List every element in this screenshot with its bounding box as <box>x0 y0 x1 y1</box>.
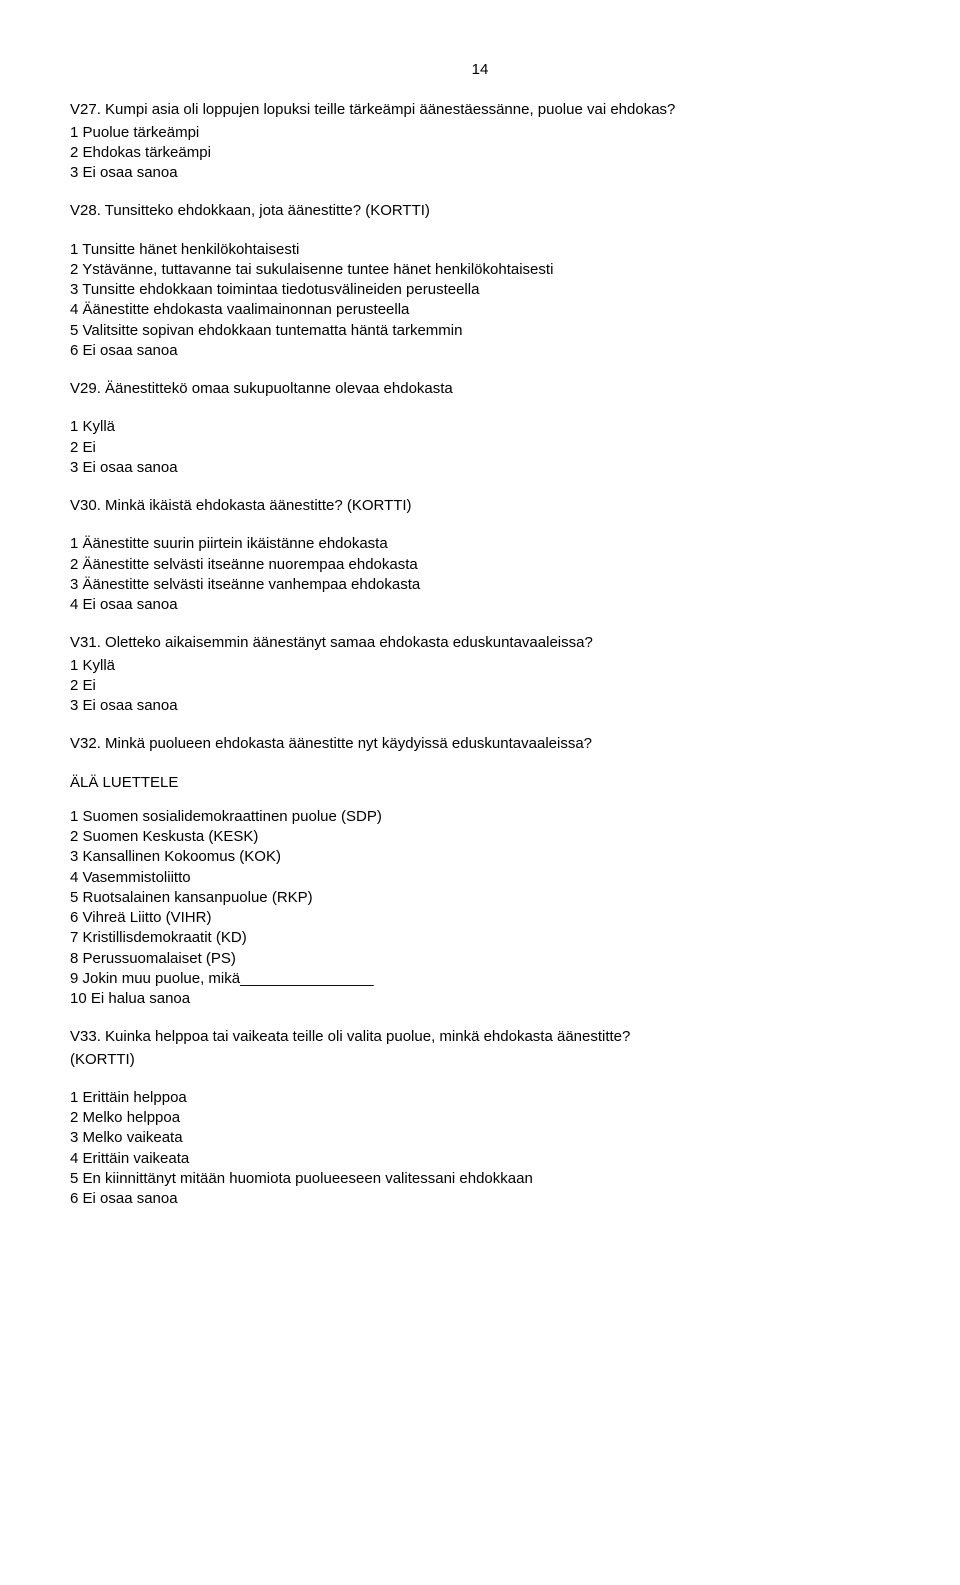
option: 2 Suomen Keskusta (KESK) <box>70 827 890 847</box>
option: 2 Melko helppoa <box>70 1108 890 1128</box>
option: 2 Ehdokas tärkeämpi <box>70 143 890 163</box>
question-v32: V32. Minkä puolueen ehdokasta äänestitte… <box>70 734 890 754</box>
option: 4 Vasemmistoliitto <box>70 868 890 888</box>
option: 3 Äänestitte selvästi itseänne vanhempaa… <box>70 575 890 595</box>
note-v32: ÄLÄ LUETTELE <box>70 773 890 793</box>
option: 1 Tunsitte hänet henkilökohtaisesti <box>70 240 890 260</box>
option: 2 Äänestitte selvästi itseänne nuorempaa… <box>70 555 890 575</box>
option: 5 Valitsitte sopivan ehdokkaan tuntematt… <box>70 321 890 341</box>
question-text: V31. Oletteko aikaisemmin äänestänyt sam… <box>70 633 890 653</box>
option: 4 Äänestitte ehdokasta vaalimainonnan pe… <box>70 300 890 320</box>
option: 2 Ei <box>70 438 890 458</box>
option: 3 Ei osaa sanoa <box>70 458 890 478</box>
question-v30: V30. Minkä ikäistä ehdokasta äänestitte?… <box>70 496 890 516</box>
option: 1 Suomen sosialidemokraattinen puolue (S… <box>70 807 890 827</box>
option: 3 Melko vaikeata <box>70 1128 890 1148</box>
option: 6 Ei osaa sanoa <box>70 341 890 361</box>
question-text: V32. Minkä puolueen ehdokasta äänestitte… <box>70 734 890 754</box>
options-v32: 1 Suomen sosialidemokraattinen puolue (S… <box>70 807 890 1010</box>
options-v30: 1 Äänestitte suurin piirtein ikäistänne … <box>70 534 890 615</box>
options-v33: 1 Erittäin helppoa 2 Melko helppoa 3 Mel… <box>70 1088 890 1210</box>
option: 3 Kansallinen Kokoomus (KOK) <box>70 847 890 867</box>
question-v29: V29. Äänestittekö omaa sukupuoltanne ole… <box>70 379 890 399</box>
option: 3 Ei osaa sanoa <box>70 696 890 716</box>
option: 4 Erittäin vaikeata <box>70 1149 890 1169</box>
option: 3 Tunsitte ehdokkaan toimintaa tiedotusv… <box>70 280 890 300</box>
question-text: V27. Kumpi asia oli loppujen lopuksi tei… <box>70 100 890 120</box>
option: 5 En kiinnittänyt mitään huomiota puolue… <box>70 1169 890 1189</box>
option: 2 Ystävänne, tuttavanne tai sukulaisenne… <box>70 260 890 280</box>
question-text-line1: V33. Kuinka helppoa tai vaikeata teille … <box>70 1027 890 1047</box>
question-text-line2: (KORTTI) <box>70 1050 890 1070</box>
option: 1 Äänestitte suurin piirtein ikäistänne … <box>70 534 890 554</box>
option: 1 Kyllä <box>70 417 890 437</box>
option: 1 Puolue tärkeämpi <box>70 123 890 143</box>
options-v28: 1 Tunsitte hänet henkilökohtaisesti 2 Ys… <box>70 240 890 362</box>
question-text: V30. Minkä ikäistä ehdokasta äänestitte?… <box>70 496 890 516</box>
option: 1 Kyllä <box>70 656 890 676</box>
option: 1 Erittäin helppoa <box>70 1088 890 1108</box>
question-v28: V28. Tunsitteko ehdokkaan, jota äänestit… <box>70 201 890 221</box>
page-number: 14 <box>70 60 890 80</box>
option: 5 Ruotsalainen kansanpuolue (RKP) <box>70 888 890 908</box>
question-text: V29. Äänestittekö omaa sukupuoltanne ole… <box>70 379 890 399</box>
option: 4 Ei osaa sanoa <box>70 595 890 615</box>
question-v27: V27. Kumpi asia oli loppujen lopuksi tei… <box>70 100 890 183</box>
option: 8 Perussuomalaiset (PS) <box>70 949 890 969</box>
option: 9 Jokin muu puolue, mikä________________ <box>70 969 890 989</box>
option: 3 Ei osaa sanoa <box>70 163 890 183</box>
options-v29: 1 Kyllä 2 Ei 3 Ei osaa sanoa <box>70 417 890 478</box>
option: 7 Kristillisdemokraatit (KD) <box>70 928 890 948</box>
option: 10 Ei halua sanoa <box>70 989 890 1009</box>
option: 6 Ei osaa sanoa <box>70 1189 890 1209</box>
option: 6 Vihreä Liitto (VIHR) <box>70 908 890 928</box>
question-v33: V33. Kuinka helppoa tai vaikeata teille … <box>70 1027 890 1070</box>
question-v31: V31. Oletteko aikaisemmin äänestänyt sam… <box>70 633 890 716</box>
question-text: V28. Tunsitteko ehdokkaan, jota äänestit… <box>70 201 890 221</box>
option: 2 Ei <box>70 676 890 696</box>
